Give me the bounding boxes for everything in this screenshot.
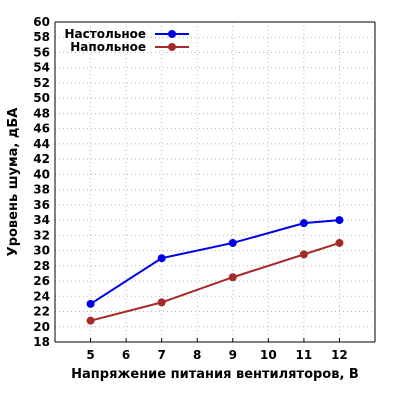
x-tick-label: 11: [296, 348, 313, 362]
y-tick-label: 24: [33, 289, 50, 303]
y-tick-label: 56: [33, 45, 50, 59]
y-tick-label: 60: [33, 15, 50, 29]
y-tick-label: 52: [33, 76, 50, 90]
data-point: [86, 316, 95, 325]
x-axis-title: Напряжение питания вентиляторов, В: [71, 367, 359, 382]
y-tick-label: 58: [33, 30, 50, 44]
axes: [54, 21, 376, 343]
grid: [55, 21, 375, 343]
x-tick-label: 5: [86, 348, 94, 362]
y-tick-label: 54: [33, 61, 50, 75]
x-tick-label: 8: [193, 348, 201, 362]
y-tick-label: 18: [33, 335, 50, 349]
legend-item-1: Настольное: [64, 27, 189, 41]
y-tick-label: 48: [33, 106, 50, 120]
y-tick-label: 50: [33, 91, 50, 105]
data-point: [335, 216, 344, 225]
legend-marker: [168, 43, 176, 51]
y-tick-label: 30: [33, 244, 50, 258]
legend-label: Напольное: [70, 40, 146, 54]
data-point: [228, 273, 237, 282]
y-tick-label: 32: [33, 228, 50, 242]
y-tick-label: 36: [33, 198, 50, 212]
y-tick-label: 34: [33, 213, 50, 227]
x-tick-label: 6: [122, 348, 130, 362]
data-point: [86, 299, 95, 308]
y-tick-label: 20: [33, 320, 50, 334]
x-tick-label: 7: [157, 348, 165, 362]
data-point: [299, 250, 308, 259]
data-point: [228, 238, 237, 247]
y-tick-label: 22: [33, 305, 50, 319]
data-point: [157, 298, 166, 307]
data-point: [157, 254, 166, 263]
y-tick-label: 38: [33, 183, 50, 197]
y-tick-label: 40: [33, 167, 50, 181]
series-group: [86, 216, 344, 325]
y-tick-label: 46: [33, 122, 50, 136]
legend-marker: [168, 30, 176, 38]
legend-item-2: Напольное: [70, 40, 189, 54]
y-tick-label: 42: [33, 152, 50, 166]
x-tick-label: 10: [260, 348, 277, 362]
y-tick-label: 28: [33, 259, 50, 273]
series-line: [90, 219, 340, 305]
series-1: [86, 216, 344, 308]
series-2: [86, 238, 344, 325]
y-tick-label: 26: [33, 274, 50, 288]
x-tick-label: 9: [229, 348, 237, 362]
x-tick-labels: 5 6 7 8 9 10 11 12: [86, 338, 348, 362]
data-point: [335, 238, 344, 247]
x-tick-label: 12: [331, 348, 348, 362]
legend-label: Настольное: [64, 27, 146, 41]
data-point: [299, 219, 308, 228]
y-tick-label: 44: [33, 137, 50, 151]
y-axis-title: Уровень шума, дБА: [6, 108, 21, 257]
